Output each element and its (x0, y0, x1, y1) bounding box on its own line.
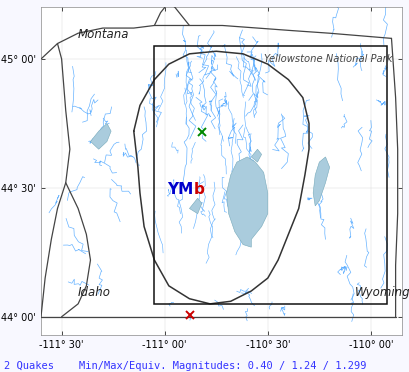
Polygon shape (312, 157, 329, 206)
Polygon shape (189, 198, 201, 214)
Bar (154, 46, 387, 304)
Polygon shape (90, 124, 111, 149)
Text: b: b (193, 182, 204, 197)
Text: Montana: Montana (78, 28, 129, 41)
Polygon shape (251, 149, 261, 162)
Text: Idaho: Idaho (78, 286, 111, 299)
Text: YM: YM (167, 182, 193, 197)
Polygon shape (226, 157, 267, 247)
Text: Wyoming: Wyoming (353, 286, 409, 299)
Text: 2 Quakes    Min/Max/Equiv. Magnitudes: 0.40 / 1.24 / 1.299: 2 Quakes Min/Max/Equiv. Magnitudes: 0.40… (4, 361, 366, 371)
Text: Yellowstone National Park: Yellowstone National Park (263, 54, 391, 64)
